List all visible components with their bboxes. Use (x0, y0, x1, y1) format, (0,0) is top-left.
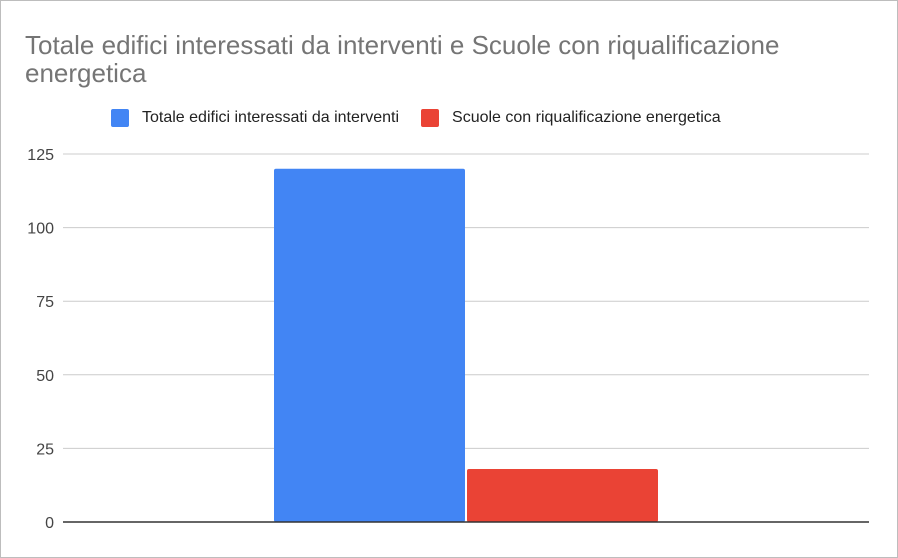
y-tick-label-0: 0 (45, 515, 54, 532)
legend-label-totale: Totale edifici interessati da interventi (142, 109, 400, 126)
legend-item-scuole[interactable]: Scuole con riqualificazione energetica (421, 109, 721, 127)
legend-label-scuole: Scuole con riqualificazione energetica (452, 109, 721, 126)
chart-legend: Totale edifici interessati da interventi… (111, 107, 743, 129)
bar-scuole (467, 469, 658, 522)
chart-title: Totale edifici interessati da interventi… (25, 30, 780, 88)
legend-swatch-totale (111, 109, 129, 127)
bar-totale (274, 168, 465, 522)
y-tick-label-25: 25 (36, 441, 54, 458)
y-tick-label-125: 125 (27, 147, 54, 164)
y-tick-label-50: 50 (36, 368, 54, 385)
y-tick-label-75: 75 (36, 294, 54, 311)
legend-item-totale[interactable]: Totale edifici interessati da interventi (111, 109, 399, 127)
y-tick-label-100: 100 (27, 221, 54, 238)
legend-swatch-scuole (421, 109, 440, 127)
